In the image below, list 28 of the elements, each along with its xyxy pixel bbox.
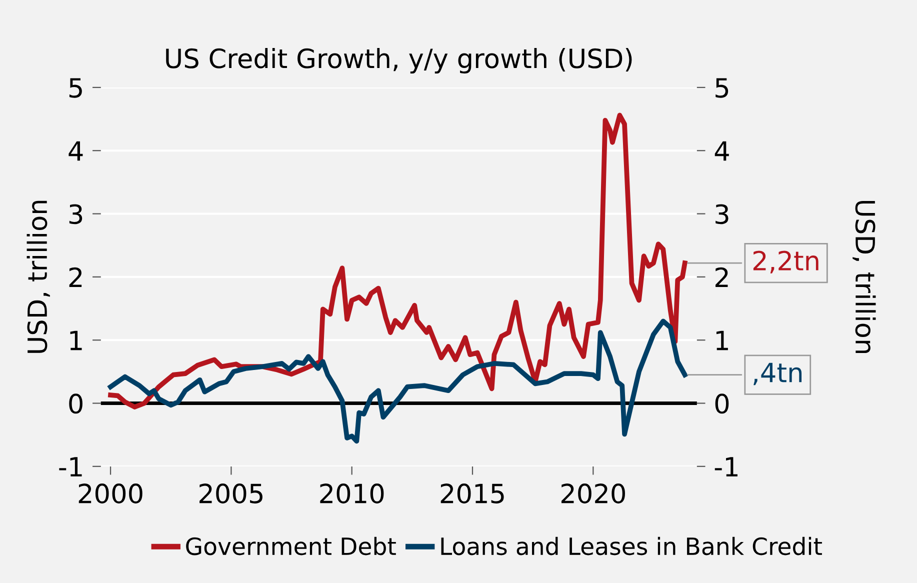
y-tick-label: 1 [70, 330, 82, 350]
y-tick-label: -1 [59, 457, 82, 476]
y2-axis-title: USD, trillion [852, 200, 876, 353]
legend-label: Government Debt [186, 536, 396, 556]
x-tick-label: 2000 [78, 484, 142, 504]
chart-title: US Credit Growth, y/y growth (USD) [166, 48, 632, 74]
y-tick-label: 4 [68, 141, 83, 161]
x-tick-label: 2020 [562, 484, 625, 504]
y-tick-label: 5 [69, 78, 82, 98]
annotation: 2,2tn [753, 250, 818, 274]
y2-tick-label: 2 [716, 267, 728, 287]
x-tick-label: 2010 [320, 484, 384, 504]
line-series [108, 318, 688, 444]
y2-tick-label: 3 [716, 204, 728, 224]
y2-tick-label: 1 [716, 330, 728, 350]
y-tick-label: 0 [69, 394, 82, 414]
y2-tick-label: 4 [714, 141, 729, 161]
y2-tick-label: 0 [715, 394, 729, 414]
x-tick-label: 2015 [440, 484, 504, 504]
y-tick-label: 2 [69, 267, 82, 287]
y-tick-label: 3 [69, 204, 82, 224]
legend-label: Loans and Leases in Bank Credit [441, 536, 822, 556]
y2-tick-label: -1 [714, 457, 738, 476]
y-axis-title: USD, trillion [26, 200, 50, 353]
line-series [108, 112, 688, 410]
x-tick-label: 2005 [200, 484, 262, 504]
annotation: ,4tn [754, 362, 802, 386]
y2-tick-label: 5 [716, 78, 728, 98]
